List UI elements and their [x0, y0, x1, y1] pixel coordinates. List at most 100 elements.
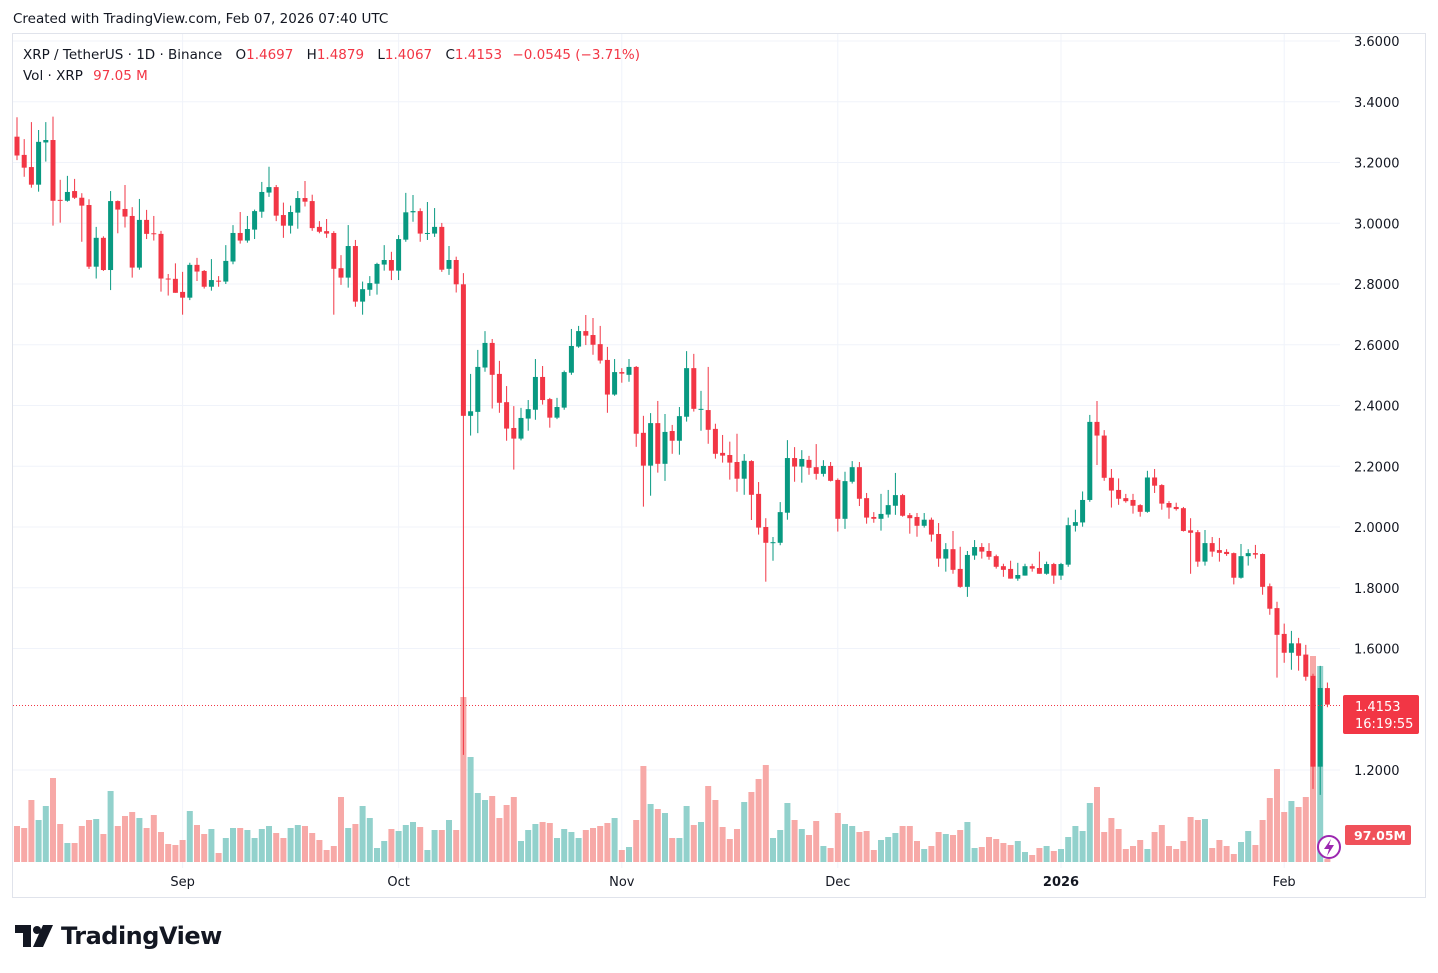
candle	[194, 257, 200, 281]
volume-bar	[885, 837, 892, 862]
volume-tag: 97.05M	[1345, 825, 1411, 845]
candle-body	[410, 211, 416, 213]
candle	[979, 543, 985, 559]
volume-bar	[474, 793, 481, 862]
candle	[367, 276, 373, 296]
volume-bar	[791, 820, 798, 862]
candle-body	[345, 246, 351, 278]
candle-body	[561, 372, 567, 408]
candle-body	[36, 141, 42, 185]
volume-bar	[345, 828, 352, 862]
volume-bar	[266, 826, 272, 862]
candle-body	[266, 187, 272, 193]
candle-body	[1130, 499, 1136, 506]
candle-body	[360, 289, 366, 302]
candle	[86, 199, 92, 269]
volume-bar	[453, 830, 460, 862]
candle-body	[1108, 477, 1114, 491]
candle	[36, 129, 42, 192]
volume-bar	[258, 829, 265, 862]
candle-body	[187, 264, 193, 298]
candle	[1296, 637, 1302, 671]
lightning-bolt-icon[interactable]	[1317, 835, 1341, 859]
candle	[208, 259, 214, 291]
candle-body	[72, 191, 78, 198]
volume-bar	[525, 830, 532, 862]
candle-body	[1245, 553, 1251, 557]
volume-bar	[143, 828, 150, 862]
candle	[619, 368, 625, 383]
candle-body	[252, 211, 258, 230]
volume-bar	[762, 765, 769, 862]
time-axis[interactable]: Sep Oct Nov Dec 2026 Feb	[170, 875, 1295, 890]
candle	[936, 523, 942, 567]
candle	[1058, 562, 1064, 580]
tradingview-logo[interactable]: TradingView	[15, 922, 222, 950]
candle-body	[835, 479, 841, 519]
volume-bar	[640, 766, 647, 862]
volume-bar	[1086, 803, 1093, 862]
volume-bar	[338, 797, 344, 862]
volume-bar	[294, 825, 301, 862]
candle	[885, 489, 891, 518]
volume-bar	[57, 824, 64, 862]
candle-body	[986, 550, 992, 557]
candle-body	[100, 237, 106, 271]
volume-bar	[1202, 819, 1208, 862]
volume-bar	[978, 847, 985, 862]
symbol-title[interactable]: XRP / TetherUS · 1D · Binance	[23, 47, 223, 63]
volume-bar	[683, 806, 690, 862]
candle-body	[626, 366, 632, 375]
candle-body	[331, 232, 337, 269]
candle-body	[388, 260, 394, 271]
candle-body	[446, 260, 452, 269]
volume-bar	[114, 826, 121, 862]
volume-bar	[568, 832, 575, 862]
volume-bar	[1036, 848, 1043, 862]
logo-text: TradingView	[61, 922, 222, 950]
volume-bar	[1007, 845, 1014, 862]
candle-body	[273, 187, 279, 216]
candle-body	[194, 264, 200, 272]
candle	[1087, 414, 1093, 502]
candle	[1252, 544, 1258, 559]
high-label: H	[306, 47, 317, 63]
volume-bar	[309, 833, 316, 862]
candle	[684, 351, 690, 422]
volume-bar	[1180, 841, 1187, 862]
candle-body	[1159, 485, 1165, 504]
candle	[1072, 509, 1078, 532]
volume-label[interactable]: Vol · XRP	[23, 68, 83, 84]
price-tick-label: 2.4000	[1354, 400, 1400, 415]
candle-body	[540, 376, 546, 401]
candles	[14, 116, 1330, 795]
candle	[1288, 630, 1294, 670]
candle	[662, 414, 668, 481]
candle-body	[180, 291, 186, 298]
price-axis[interactable]: 3.6000 3.4000 3.2000 3.0000 2.8000 2.6000 2.40…	[1354, 35, 1400, 779]
candle	[21, 139, 27, 177]
volume-tag-value: 97.05M	[1354, 828, 1406, 843]
candle-body	[201, 270, 207, 287]
candle	[907, 513, 913, 534]
candle-body	[1281, 633, 1287, 653]
candle	[237, 212, 243, 244]
candle-body	[691, 368, 697, 409]
volume-bar	[1137, 840, 1144, 862]
candle	[460, 273, 466, 755]
volume-bar	[230, 828, 236, 862]
volume-bar	[1259, 820, 1266, 862]
candle	[1245, 549, 1251, 566]
candle-body	[1029, 566, 1035, 569]
candle	[424, 201, 430, 240]
candle	[1029, 563, 1035, 572]
volume-bar	[827, 848, 834, 862]
candle	[720, 434, 726, 463]
candle	[144, 209, 150, 240]
volume-bar	[136, 818, 143, 862]
candle	[576, 325, 582, 348]
candle-body	[993, 556, 999, 567]
volume-bar	[1130, 846, 1136, 862]
volume-bar	[1058, 849, 1064, 862]
